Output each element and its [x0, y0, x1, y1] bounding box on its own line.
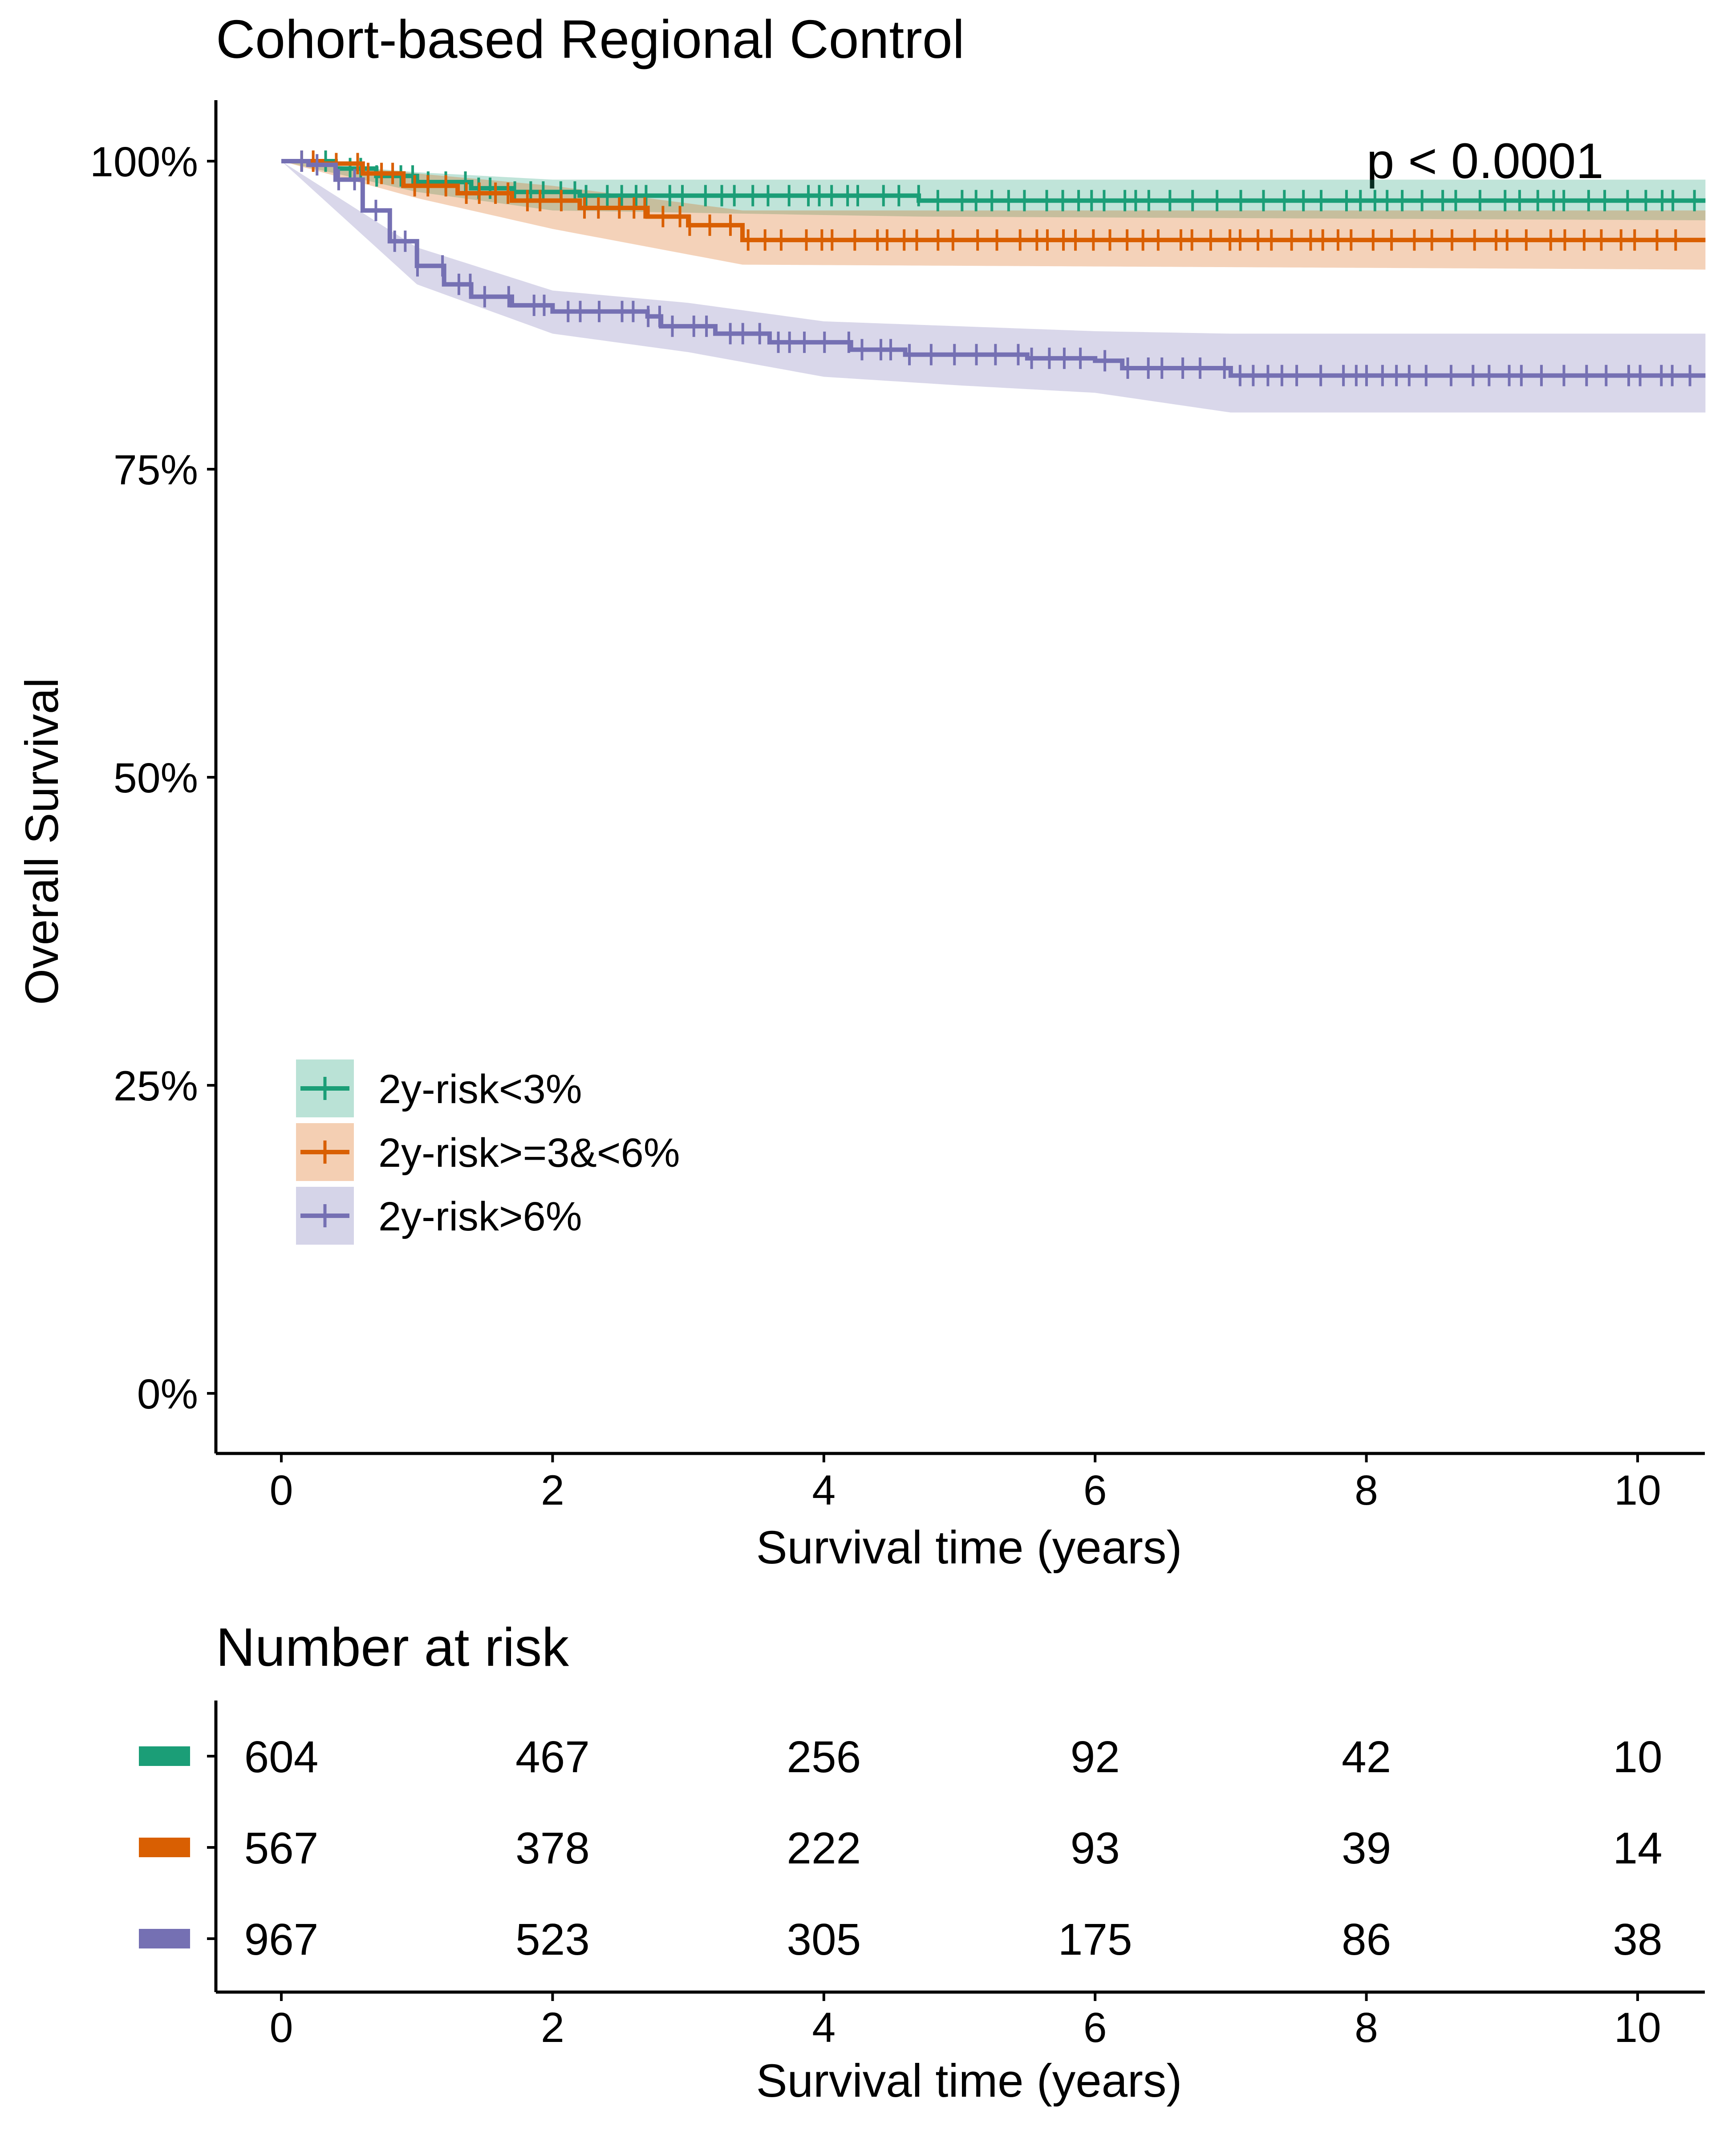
- risk-count: 175: [1058, 1915, 1132, 1964]
- legend-label: 2y-risk>6%: [378, 1194, 582, 1239]
- censor-marks-2: [300, 150, 1677, 251]
- risk-table-x-tick-label: 4: [812, 2004, 836, 2051]
- chart-title: Cohort-based Regional Control: [216, 9, 965, 69]
- risk-table-x-tick-label: 8: [1355, 2004, 1378, 2051]
- x-axis-label: Survival time (years): [756, 1522, 1182, 1574]
- risk-count: 39: [1342, 1823, 1391, 1873]
- y-tick-label: 50%: [114, 755, 198, 802]
- risk-table-x-tick-label: 0: [270, 2004, 293, 2051]
- risk-count: 378: [515, 1823, 590, 1873]
- risk-count: 14: [1613, 1823, 1662, 1873]
- x-tick-label: 10: [1614, 1467, 1661, 1514]
- p-value-annotation: p < 0.0001: [1367, 133, 1604, 189]
- y-tick-label: 25%: [114, 1063, 198, 1110]
- risk-table-x-tick-label: 6: [1083, 2004, 1107, 2051]
- risk-table-x-tick-label: 2: [541, 2004, 564, 2051]
- y-axis-label: Overall Survival: [16, 678, 68, 1005]
- y-tick-label: 75%: [114, 446, 198, 494]
- y-tick-label: 100%: [90, 138, 198, 186]
- risk-table-x-axis-label: Survival time (years): [756, 2055, 1182, 2107]
- risk-count: 222: [787, 1823, 861, 1873]
- risk-count: 86: [1342, 1915, 1391, 1964]
- risk-count: 42: [1342, 1732, 1391, 1782]
- x-tick-label: 6: [1083, 1467, 1107, 1514]
- legend-label: 2y-risk>=3&<6%: [378, 1130, 680, 1176]
- risk-table-row-swatch: [139, 1746, 190, 1766]
- risk-table-row-swatch: [139, 1838, 190, 1857]
- risk-count: 967: [244, 1915, 319, 1964]
- x-tick-label: 8: [1355, 1467, 1378, 1514]
- risk-count: 467: [515, 1732, 590, 1782]
- risk-table-row-swatch: [139, 1929, 190, 1948]
- x-tick-label: 0: [270, 1467, 293, 1514]
- risk-count: 38: [1613, 1915, 1662, 1964]
- risk-count: 92: [1071, 1732, 1120, 1782]
- x-tick-label: 4: [812, 1467, 836, 1514]
- risk-count: 305: [787, 1915, 861, 1964]
- risk-count: 256: [787, 1732, 861, 1782]
- risk-count: 523: [515, 1915, 590, 1964]
- risk-table-title: Number at risk: [216, 1617, 569, 1677]
- risk-table-x-tick-label: 10: [1614, 2004, 1661, 2051]
- y-tick-label: 0%: [137, 1371, 198, 1418]
- plot-layer: 0% 25% 50% 75% 100% 0 2 4 6 8 10 2y-risk<3% 2y-risk>…: [90, 100, 1706, 2051]
- legend-label: 2y-risk<3%: [378, 1067, 582, 1112]
- confidence-band-3: [281, 161, 1706, 413]
- risk-count: 10: [1613, 1732, 1662, 1782]
- risk-count: 604: [244, 1732, 319, 1782]
- risk-count: 567: [244, 1823, 319, 1873]
- censor-marks-3: [300, 150, 1691, 386]
- survival-curve-2: [281, 159, 1706, 243]
- risk-count: 93: [1071, 1823, 1120, 1873]
- confidence-band-2: [281, 161, 1706, 270]
- x-tick-label: 2: [541, 1467, 564, 1514]
